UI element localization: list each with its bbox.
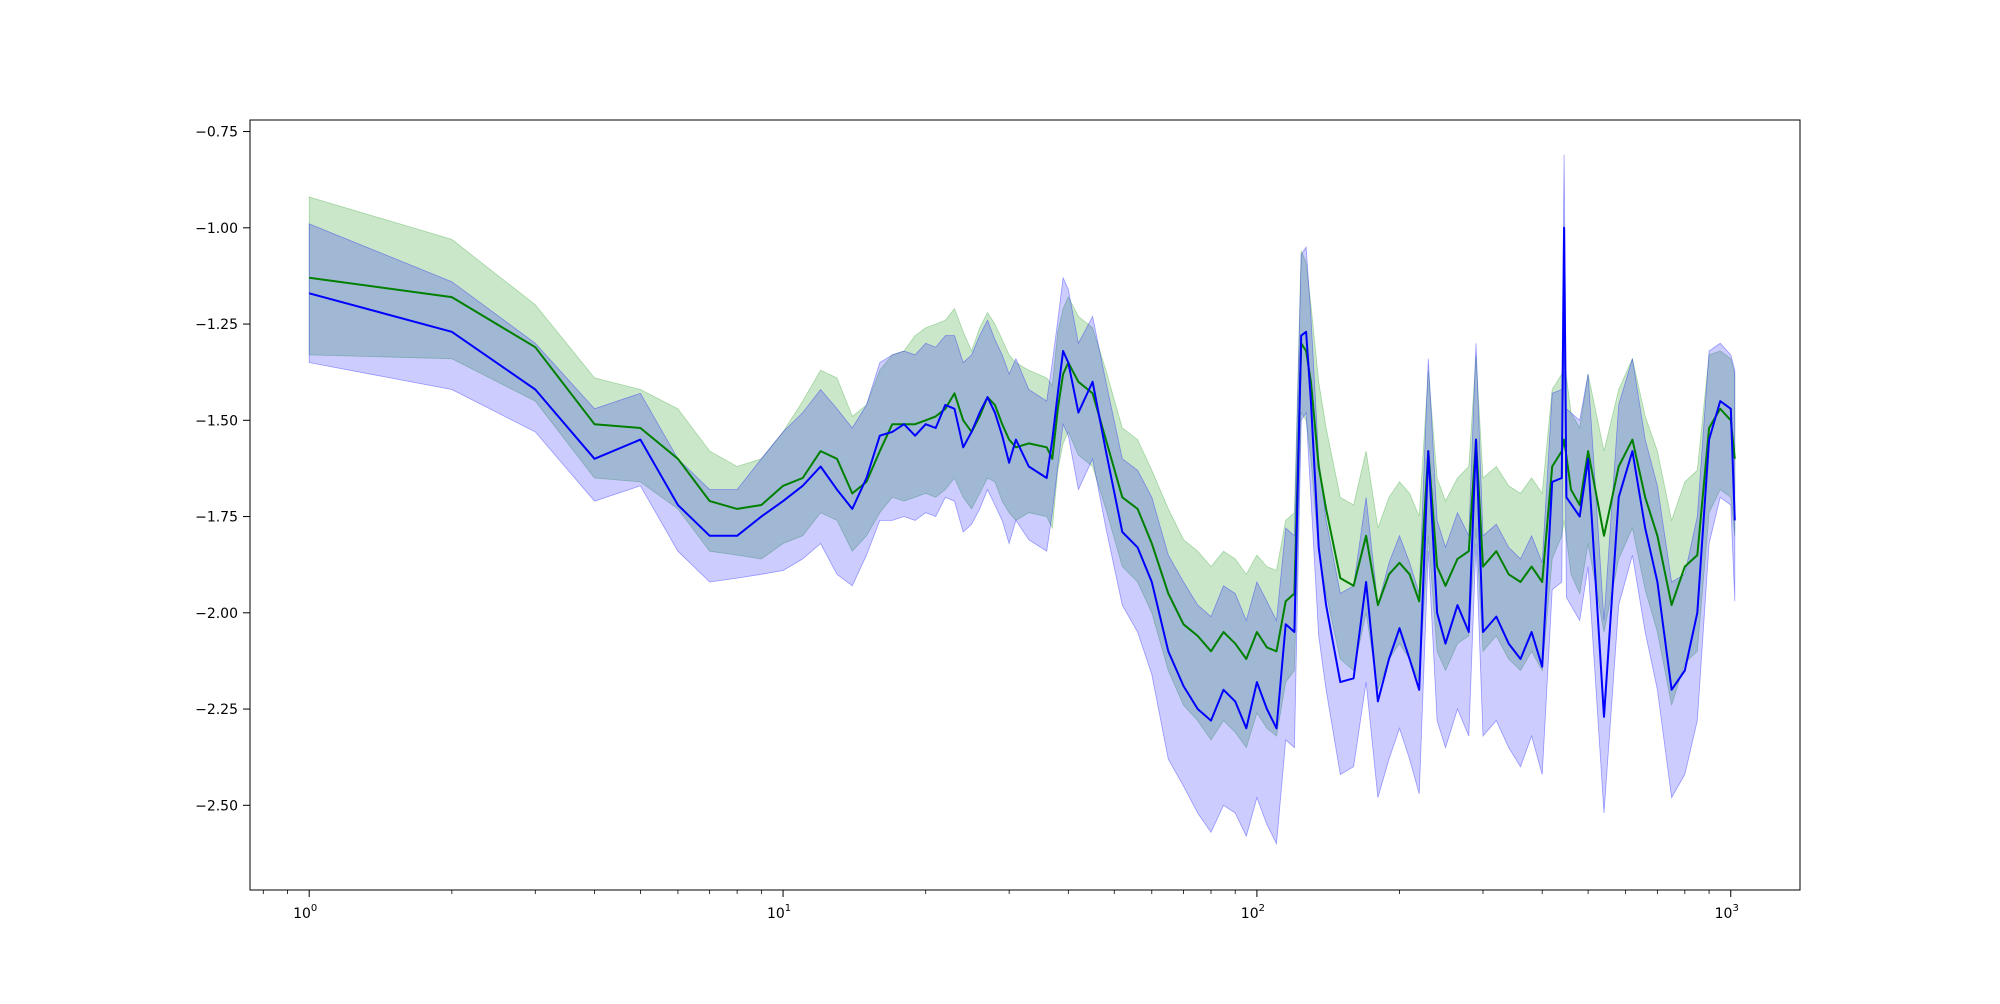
series-1-line	[309, 276, 1736, 660]
confidence-bands	[308, 154, 1736, 846]
y-axis: −0.75 −1.00 −1.25 −1.50 −1.75 −2.00 −2.25 −2.50	[195, 125, 250, 814]
y-tick-label: −1.00	[195, 221, 238, 237]
y-tick-label: −0.75	[195, 125, 238, 141]
y-tick-label: −1.50	[195, 413, 238, 429]
y-tick-label: −1.75	[195, 510, 238, 526]
plot-frame	[249, 119, 1801, 891]
y-tick-label: −2.00	[195, 606, 238, 622]
y-tick-label: −1.25	[195, 317, 238, 333]
y-tick-label: −2.50	[195, 798, 238, 814]
series-lines	[308, 226, 1736, 730]
series-2-band	[308, 154, 1736, 846]
series-2-line	[308, 226, 1736, 730]
series-1-band	[308, 196, 1736, 749]
y-tick-label: −2.25	[195, 702, 238, 718]
